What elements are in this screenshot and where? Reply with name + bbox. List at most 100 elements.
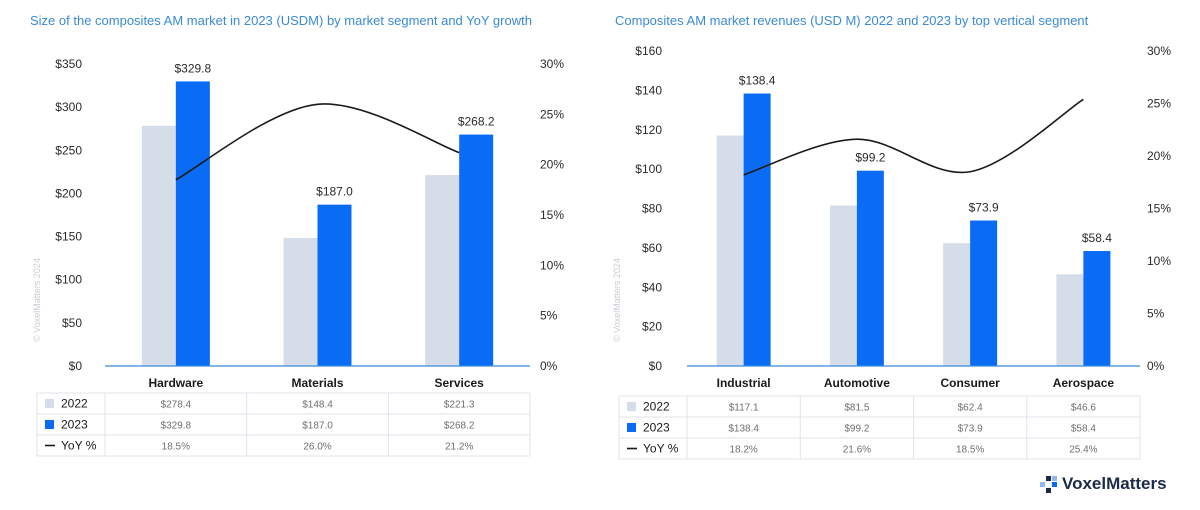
- bar-2023: [1083, 251, 1111, 366]
- watermark: © VoxelMatters 2024: [612, 258, 622, 342]
- bar-2022: [716, 135, 744, 366]
- y2-tick-label: 15%: [1147, 202, 1171, 216]
- table-cell: 26.0%: [303, 442, 331, 453]
- bar-2023-data-label: $138.4: [739, 74, 776, 88]
- bar-2023: [175, 81, 210, 366]
- y-tick-label: $100: [635, 162, 662, 176]
- bar-2023-data-label: $99.2: [855, 151, 885, 165]
- bar-2022: [829, 205, 857, 366]
- category-label: Materials: [291, 376, 343, 390]
- legend-label: 2023: [643, 421, 670, 435]
- table-cell: 18.5%: [162, 442, 190, 453]
- bar-2022: [943, 243, 971, 366]
- y2-tick-label: 5%: [540, 309, 558, 323]
- y-tick-label: $140: [635, 83, 662, 97]
- y2-tick-label: 0%: [1147, 359, 1165, 373]
- y-tick-label: $250: [55, 143, 82, 157]
- y-tick-label: $0: [649, 359, 663, 373]
- y-tick-label: $300: [55, 100, 82, 114]
- table-cell: $81.5: [844, 403, 869, 414]
- y-tick-label: $100: [55, 273, 82, 287]
- brand-name: VoxelMatters: [1062, 474, 1167, 493]
- table-cell: 21.6%: [843, 445, 871, 456]
- table-cell: $73.9: [958, 424, 983, 435]
- table-cell: $148.4: [302, 400, 333, 411]
- category-label: Industrial: [717, 376, 771, 390]
- table-cell: $187.0: [302, 421, 333, 432]
- bar-2023-data-label: $329.8: [174, 61, 211, 75]
- legend-label: 2022: [61, 397, 88, 411]
- bar-2023: [743, 93, 771, 367]
- y-tick-label: $60: [642, 241, 662, 255]
- bar-2023: [459, 134, 494, 366]
- legend-swatch-2023: [45, 420, 54, 429]
- y-tick-label: $150: [55, 230, 82, 244]
- y2-tick-label: 5%: [1147, 307, 1165, 321]
- yoy-line: [743, 98, 1084, 176]
- bar-2023: [317, 204, 352, 366]
- y-tick-label: $40: [642, 280, 662, 294]
- category-label: Consumer: [940, 376, 1000, 390]
- chart-title: Size of the composites AM market in 2023…: [30, 13, 532, 28]
- table-cell: $278.4: [161, 400, 192, 411]
- y-tick-label: $350: [55, 57, 82, 71]
- y-tick-label: $160: [635, 44, 662, 58]
- table-cell: $62.4: [958, 403, 983, 414]
- legend-swatch-2022: [627, 402, 636, 411]
- legend-label: YoY %: [643, 442, 679, 456]
- y-tick-label: $120: [635, 123, 662, 137]
- table-cell: $99.2: [844, 424, 869, 435]
- category-label: Services: [434, 376, 484, 390]
- table-cell: $221.3: [444, 400, 475, 411]
- bar-2023: [856, 170, 884, 366]
- yoy-line: [175, 103, 460, 181]
- y2-tick-label: 10%: [540, 258, 564, 272]
- y2-tick-label: 30%: [1147, 44, 1171, 58]
- voxelmatters-logo-icon: [1040, 476, 1057, 493]
- y-tick-label: $0: [69, 359, 83, 373]
- y-tick-label: $80: [642, 202, 662, 216]
- chart-vertical-segment: Composites AM market revenues (USD M) 20…: [612, 13, 1171, 460]
- legend-label: YoY %: [61, 439, 97, 453]
- y2-tick-label: 25%: [1147, 97, 1171, 111]
- table-cell: $58.4: [1071, 424, 1096, 435]
- category-label: Aerospace: [1053, 376, 1115, 390]
- y2-tick-label: 10%: [1147, 254, 1171, 268]
- bar-2023-data-label: $73.9: [969, 201, 999, 215]
- y2-tick-label: 20%: [1147, 149, 1171, 163]
- y-tick-label: $200: [55, 186, 82, 200]
- y2-tick-label: 25%: [540, 107, 564, 121]
- chart-title: Composites AM market revenues (USD M) 20…: [615, 13, 1089, 28]
- bar-2023-data-label: $268.2: [458, 115, 495, 129]
- watermark: © VoxelMatters 2024: [32, 258, 42, 342]
- table-cell: 25.4%: [1069, 445, 1097, 456]
- y2-tick-label: 20%: [540, 158, 564, 172]
- table-cell: 21.2%: [445, 442, 473, 453]
- table-cell: $138.4: [728, 424, 759, 435]
- bar-2023-data-label: $58.4: [1082, 231, 1112, 245]
- bar-2022: [283, 237, 318, 366]
- y-tick-label: $50: [62, 316, 82, 330]
- category-label: Automotive: [824, 376, 890, 390]
- chart-market-segment: Size of the composites AM market in 2023…: [30, 13, 564, 457]
- legend-swatch-2022: [45, 399, 54, 408]
- legend-label: 2023: [61, 418, 88, 432]
- bar-2022: [141, 125, 176, 366]
- legend-swatch-2023: [627, 423, 636, 432]
- bar-2022: [425, 175, 460, 366]
- y2-tick-label: 15%: [540, 208, 564, 222]
- y2-tick-label: 30%: [540, 57, 564, 71]
- table-cell: 18.2%: [729, 445, 757, 456]
- table-cell: $329.8: [161, 421, 192, 432]
- voxelmatters-logo: VoxelMatters: [1040, 474, 1167, 493]
- table-cell: 18.5%: [956, 445, 984, 456]
- y-tick-label: $20: [642, 320, 662, 334]
- bar-2023-data-label: $187.0: [316, 185, 353, 199]
- table-cell: $46.6: [1071, 403, 1096, 414]
- bar-2023: [970, 220, 998, 366]
- legend-label: 2022: [643, 400, 670, 414]
- table-cell: $117.1: [729, 403, 759, 414]
- table-cell: $268.2: [444, 421, 475, 432]
- bar-2022: [1056, 274, 1084, 366]
